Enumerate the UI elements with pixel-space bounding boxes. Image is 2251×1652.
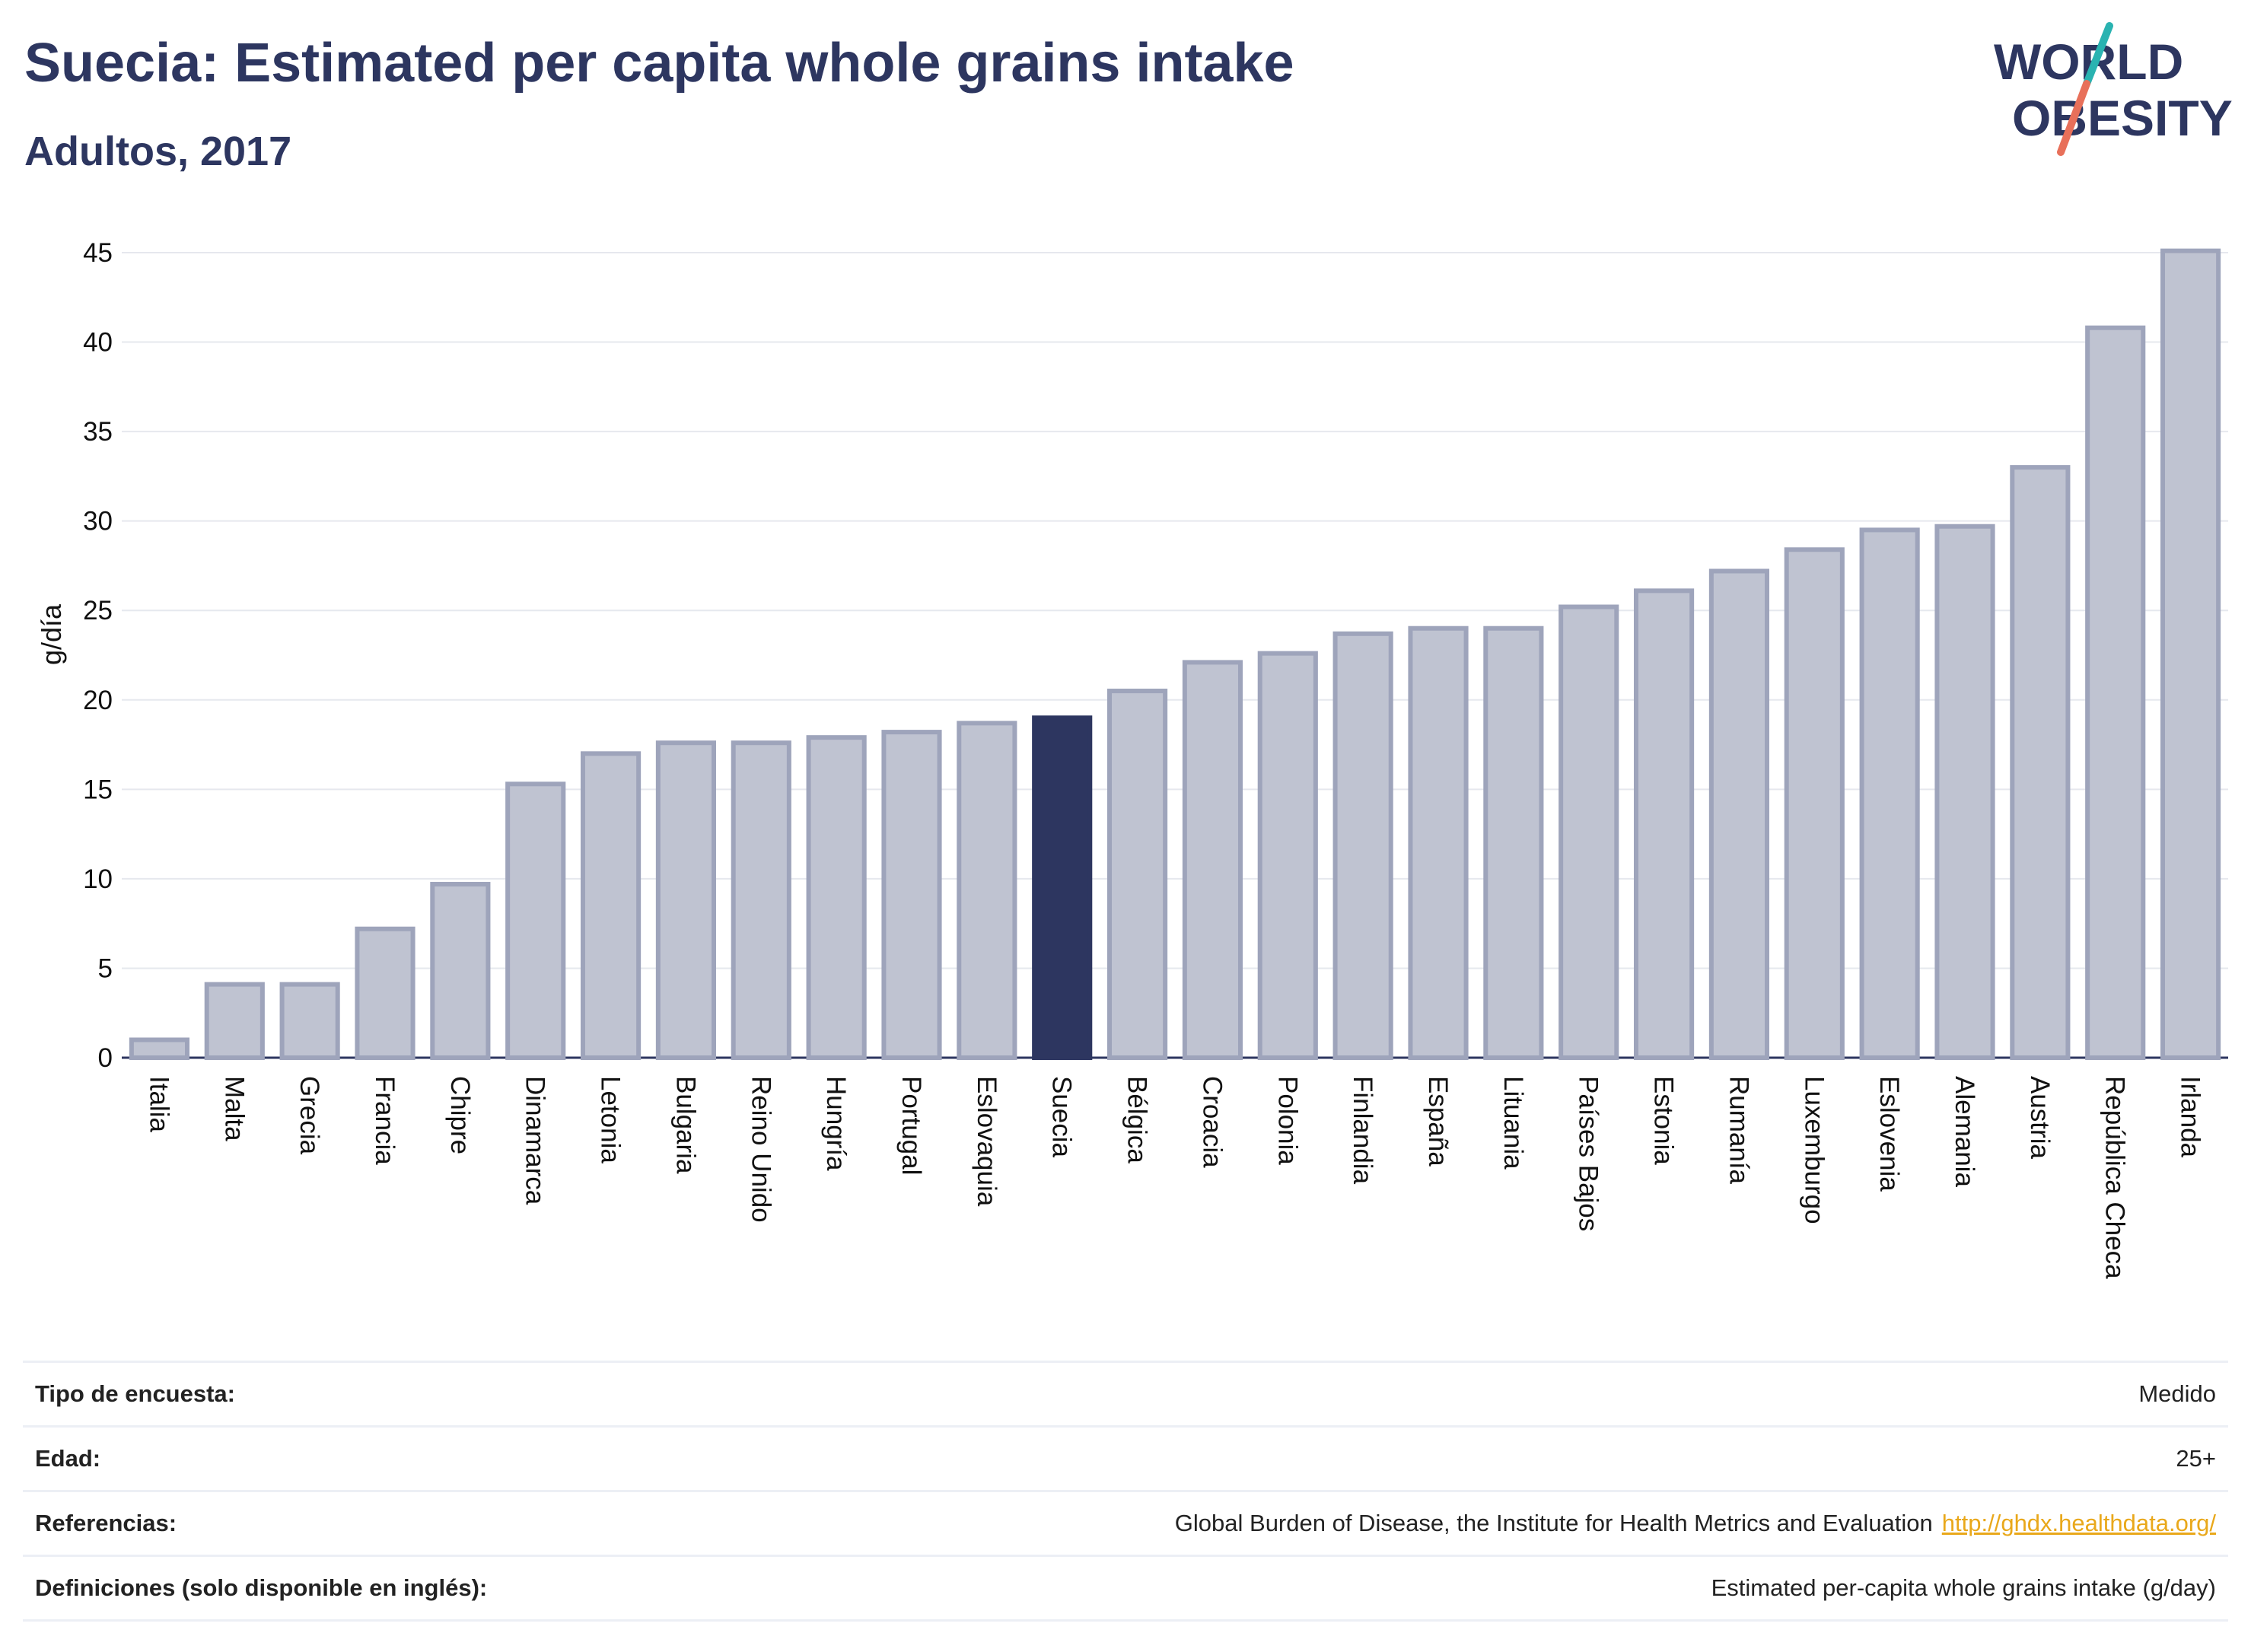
info-row-references: Referencias: Global Burden of Disease, t… <box>23 1490 2228 1555</box>
x-tick-label: Luxemburgo <box>1799 1076 1829 1224</box>
bar-chart: 0 5 10 15 20 25 30 35 40 45 Italia Malta Grecia Fran… <box>36 238 2228 1279</box>
info-label: Definiciones (solo disponible en inglés)… <box>35 1574 488 1601</box>
x-tick-label: Letonia <box>596 1076 626 1163</box>
x-tick-label: Alemania <box>1950 1076 1979 1187</box>
info-row-definitions: Definiciones (solo disponible en inglés)… <box>23 1555 2228 1622</box>
x-axis-labels: Italia Malta Grecia Francia Chipre Dinamarca L… <box>144 1076 2205 1279</box>
bar-rumanía <box>1708 568 1770 1060</box>
x-tick-label: Italia <box>144 1076 174 1132</box>
y-tick-label: 10 <box>83 864 113 894</box>
x-tick-label: Malta <box>219 1076 249 1141</box>
x-tick-label: Estonia <box>1649 1076 1679 1165</box>
bar-luxemburgo <box>1784 547 1845 1060</box>
y-tick-label: 45 <box>83 238 113 268</box>
x-tick-label: Eslovenia <box>1874 1076 1904 1192</box>
x-tick-label: Chipre <box>445 1076 475 1154</box>
x-tick-label: Irlanda <box>2176 1076 2205 1158</box>
bar-portugal <box>881 730 942 1060</box>
x-tick-label: Austria <box>2025 1076 2055 1159</box>
bar-letonia <box>580 751 642 1060</box>
info-row-survey-type: Tipo de encuesta: Medido <box>23 1361 2228 1425</box>
x-tick-label: Lituania <box>1498 1076 1528 1170</box>
logo-slash-coral <box>2057 80 2090 156</box>
bar-austria <box>2010 465 2071 1060</box>
x-tick-label: Grecia <box>295 1076 324 1155</box>
x-tick-label: Hungría <box>821 1076 851 1171</box>
y-tick-label: 5 <box>98 953 113 983</box>
y-tick-label: 20 <box>83 686 113 715</box>
x-tick-label: Reino Unido <box>746 1076 775 1223</box>
bars <box>129 248 2221 1061</box>
x-tick-label: República Checa <box>2100 1076 2130 1279</box>
y-tick-label: 35 <box>83 417 113 447</box>
x-tick-label: Dinamarca <box>521 1076 550 1205</box>
bar-italia <box>129 1037 190 1061</box>
x-tick-label: Portugal <box>896 1076 926 1175</box>
bar-croacia <box>1182 660 1243 1060</box>
x-tick-label: Francia <box>370 1076 400 1165</box>
bar-estonia <box>1633 588 1695 1060</box>
x-tick-label: Bélgica <box>1122 1076 1152 1163</box>
y-axis-label: g/día <box>36 603 67 665</box>
reference-link[interactable]: http://ghdx.healthdata.org/ <box>1941 1510 2216 1536</box>
chart-title: Suecia: Estimated per capita whole grain… <box>24 33 1294 94</box>
y-tick-label: 40 <box>83 328 113 358</box>
bar-suecia <box>1032 715 1093 1060</box>
x-tick-label: Finlandia <box>1348 1076 1377 1185</box>
info-value: 25+ <box>2176 1445 2216 1472</box>
chart-subtitle: Adultos, 2017 <box>24 129 292 174</box>
bar-bulgaria <box>655 740 717 1061</box>
bar-alemania <box>1934 524 1995 1060</box>
bar-bélgica <box>1106 689 1168 1060</box>
info-value: Estimated per-capita whole grains intake… <box>1711 1574 2216 1601</box>
logo-word-obesity: OBESITY <box>2012 90 2233 146</box>
x-tick-label: Países Bajos <box>1574 1076 1603 1231</box>
x-tick-label: Rumanía <box>1724 1076 1753 1185</box>
world-obesity-logo: WORLD OBESITY <box>1994 22 2233 156</box>
info-row-age: Edad: 25+ <box>23 1425 2228 1490</box>
bar-hungría <box>806 735 867 1060</box>
x-tick-label: Polonia <box>1272 1076 1302 1165</box>
info-label: Tipo de encuesta: <box>35 1380 235 1407</box>
bar-finlandia <box>1332 631 1393 1060</box>
y-axis-ticks: 0 5 10 15 20 25 30 35 40 45 <box>83 238 113 1073</box>
bar-chipre <box>430 881 491 1061</box>
bar-francia <box>355 926 415 1060</box>
bar-eslovenia <box>1859 527 1920 1060</box>
bar-reino-unido <box>731 740 791 1061</box>
bar-polonia <box>1257 651 1318 1060</box>
bar-dinamarca <box>505 781 566 1061</box>
bar-grecia <box>279 982 340 1061</box>
y-tick-label: 30 <box>83 507 113 536</box>
reference-text: Global Burden of Disease, the Institute … <box>1174 1510 1933 1536</box>
info-value: Medido <box>2138 1380 2216 1407</box>
x-tick-label: España <box>1423 1076 1453 1167</box>
bar-república-checa <box>2085 325 2146 1061</box>
x-tick-label: Croacia <box>1197 1076 1227 1168</box>
info-value-references: Global Burden of Disease, the Institute … <box>1175 1510 2216 1537</box>
info-label: Referencias: <box>35 1510 177 1536</box>
x-tick-label: Eslovaquia <box>972 1076 1001 1207</box>
y-tick-label: 15 <box>83 775 113 804</box>
logo-slash-teal <box>2083 22 2113 88</box>
bar-lituania <box>1483 625 1544 1060</box>
y-tick-label: 25 <box>83 596 113 625</box>
bar-eslovaquia <box>957 721 1017 1060</box>
bar-españa <box>1408 625 1469 1060</box>
bar-irlanda <box>2160 248 2221 1060</box>
x-tick-label: Suecia <box>1047 1076 1077 1158</box>
y-tick-label: 0 <box>98 1043 113 1073</box>
x-tick-label: Bulgaria <box>670 1076 700 1174</box>
info-table: Tipo de encuesta: Medido Edad: 25+ Refer… <box>23 1361 2228 1622</box>
bar-países-bajos <box>1559 604 1619 1060</box>
bar-malta <box>204 982 265 1061</box>
info-label: Edad: <box>35 1445 101 1472</box>
